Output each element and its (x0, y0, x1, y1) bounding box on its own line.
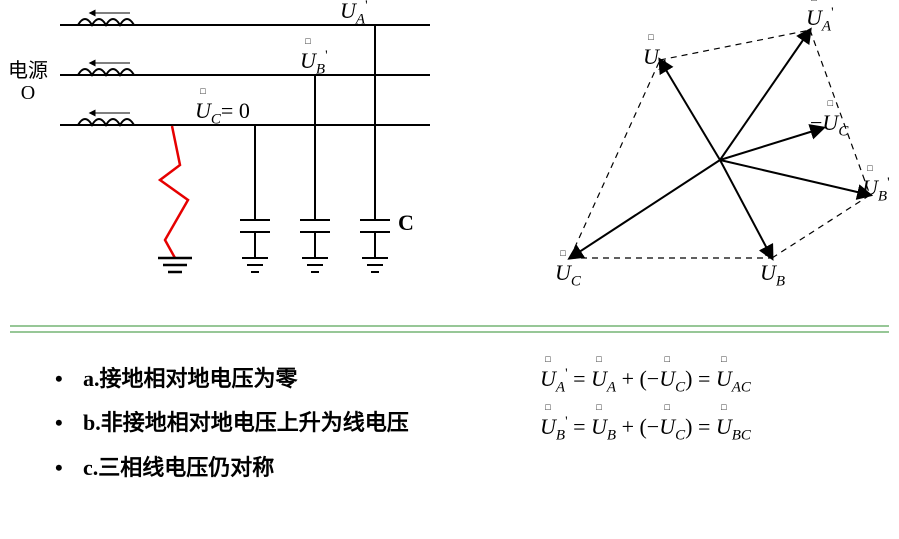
bullet-list: •a.接地相对地电压为零 •b.非接地相对地电压上升为线电压 •c.三相线电压仍… (55, 366, 409, 499)
bullet-a: •a.接地相对地电压为零 (55, 366, 409, 392)
vec-UBp (720, 160, 870, 195)
bullet-c: •c.三相线电压仍对称 (55, 455, 409, 481)
lbl-UC: UC (555, 260, 581, 290)
vec-mUC (720, 128, 823, 160)
vec-UA (660, 60, 720, 160)
vec-UB (720, 160, 772, 258)
vec-UC (570, 160, 720, 258)
lbl-UB: UB (760, 260, 785, 290)
equation-2: UB' = UB + (−UC) = UBC (540, 414, 751, 444)
equation-1: UA' = UA + (−UC) = UAC (540, 366, 751, 396)
lbl-mUC: −UC (810, 110, 848, 140)
lbl-UAp: UA' (806, 5, 834, 35)
lbl-UA: UA (643, 44, 668, 74)
bullet-b: •b.非接地相对地电压上升为线电压 (55, 410, 409, 436)
lbl-UBp: UB' (862, 175, 890, 205)
vec-UAp (720, 30, 810, 160)
